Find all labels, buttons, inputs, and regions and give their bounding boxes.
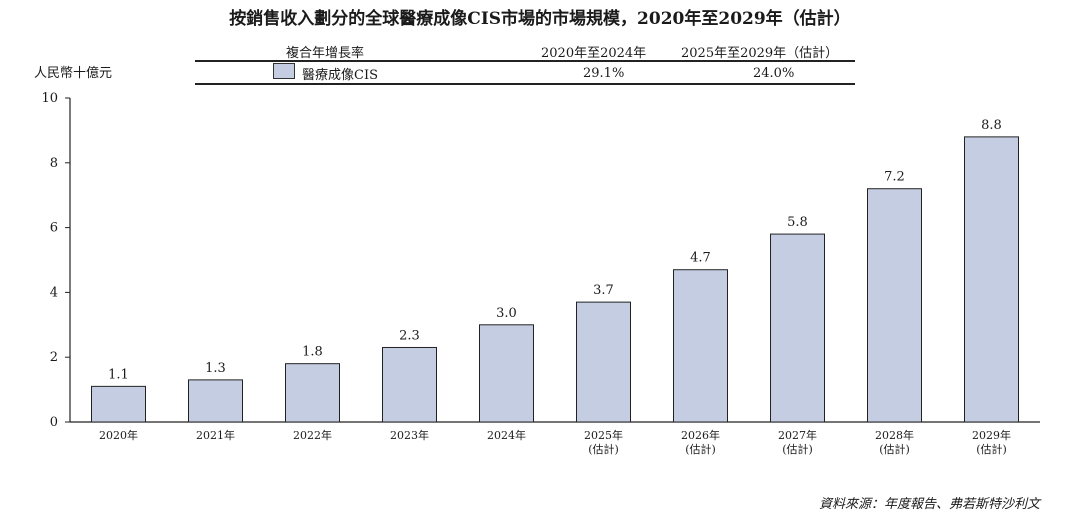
x-tick-label: 2027年 — [778, 428, 817, 442]
data-label: 1.1 — [108, 367, 129, 382]
x-tick-label: 2020年 — [99, 428, 138, 442]
data-label: 7.2 — [884, 170, 905, 185]
x-tick-label: 2023年 — [390, 428, 429, 442]
source-note: 資料來源：年度報告、弗若斯特沙利文 — [818, 497, 1040, 512]
data-label: 1.3 — [205, 361, 226, 376]
cagr-table-top-rule — [195, 60, 855, 62]
bar — [285, 363, 340, 423]
data-label: 3.0 — [496, 306, 517, 321]
bar — [188, 379, 243, 423]
legend-label: 醫療成像CIS — [302, 68, 378, 83]
bar — [479, 324, 534, 423]
cagr-value-2: 24.0% — [753, 66, 795, 81]
x-tick-note: (估計) — [685, 442, 716, 456]
legend-swatch — [273, 63, 295, 79]
bar — [576, 301, 631, 423]
x-tick-note: (估計) — [976, 442, 1007, 456]
data-label: 8.8 — [981, 118, 1002, 133]
cagr-value-1: 29.1% — [583, 66, 625, 81]
bar — [91, 385, 146, 423]
data-label: 4.7 — [690, 251, 711, 266]
cagr-table-bottom-rule — [195, 83, 855, 85]
bar — [867, 188, 922, 423]
y-axis-unit-label: 人民幣十億元 — [34, 66, 113, 81]
data-label: 5.8 — [787, 215, 808, 230]
x-tick-label: 2029年 — [972, 428, 1011, 442]
data-label: 2.3 — [399, 328, 420, 343]
data-label: 3.7 — [593, 283, 614, 298]
y-tick-label: 0 — [50, 415, 58, 430]
chart-title: 按銷售收入劃分的全球醫療成像CIS市場的市場規模，2020年至2029年（估計） — [229, 9, 851, 29]
bar — [964, 136, 1019, 423]
x-tick-label: 2028年 — [875, 428, 914, 442]
bar — [770, 233, 825, 423]
cagr-period-2-header: 2025年至2029年（估計） — [681, 46, 839, 61]
bar — [382, 346, 437, 423]
bar — [673, 269, 728, 423]
y-tick-label: 4 — [50, 285, 58, 300]
cagr-header: 複合年增長率 — [286, 46, 365, 61]
x-tick-label: 2024年 — [487, 428, 526, 442]
x-tick-note: (估計) — [782, 442, 813, 456]
x-tick-note: (估計) — [588, 442, 619, 456]
x-tick-note: (估計) — [879, 442, 910, 456]
x-tick-label: 2021年 — [196, 428, 235, 442]
x-tick-label: 2022年 — [293, 428, 332, 442]
data-label: 1.8 — [302, 345, 323, 360]
cagr-period-1-header: 2020年至2024年 — [541, 46, 647, 61]
x-tick-label: 2025年 — [584, 428, 623, 442]
y-tick-label: 8 — [50, 156, 58, 171]
x-tick-label: 2026年 — [681, 428, 720, 442]
y-tick-label: 2 — [50, 350, 58, 365]
y-tick-label: 10 — [41, 91, 58, 106]
y-tick-label: 6 — [50, 221, 58, 236]
